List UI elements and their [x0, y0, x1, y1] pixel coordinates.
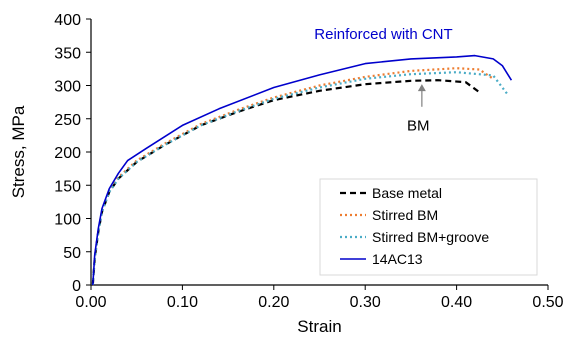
y-tick-label: 200 [54, 145, 81, 162]
y-tick-label: 250 [54, 112, 81, 129]
y-tick-label: 150 [54, 178, 81, 195]
x-tick-label: 0.20 [258, 294, 289, 311]
y-tick-label: 50 [63, 245, 81, 262]
axes [86, 18, 549, 290]
x-tick-label: 0.10 [167, 294, 198, 311]
y-tick-label: 100 [54, 212, 81, 229]
y-tick-label: 400 [54, 12, 81, 29]
series-lines [91, 54, 513, 286]
y-axis-title: Stress, MPa [9, 105, 28, 198]
legend-label-3: 14AC13 [372, 251, 423, 267]
y-tick-label: 0 [72, 278, 81, 295]
y-tick-label: 300 [54, 79, 81, 96]
annotation-1: BM [407, 118, 430, 135]
annotations: Reinforced with CNT BM [314, 26, 452, 135]
legend-label-0: Base metal [372, 185, 442, 201]
x-tick-label: 0.30 [350, 294, 381, 311]
annotation-0: Reinforced with CNT [314, 26, 452, 43]
series-line-1 [91, 67, 494, 286]
legend-label-2: Stirred BM+groove [372, 229, 489, 245]
series-line-3 [92, 54, 513, 286]
x-axis-title: Strain [297, 317, 341, 336]
bm-arrow-head [417, 84, 426, 92]
x-tick-label: 0.40 [441, 294, 472, 311]
x-tick-label: 0.50 [532, 294, 563, 311]
series-line-0 [91, 79, 481, 286]
legend-label-1: Stirred BM [372, 207, 438, 223]
y-tick-label: 350 [54, 45, 81, 62]
x-tick-label: 0.00 [75, 294, 106, 311]
tick-labels: 0 50 100 150 200 250 300 350 400 0.00 0.10 0.20 0.30… [54, 12, 563, 311]
legend: Base metal Stirred BM Stirred BM+groove 14A… [319, 178, 538, 276]
